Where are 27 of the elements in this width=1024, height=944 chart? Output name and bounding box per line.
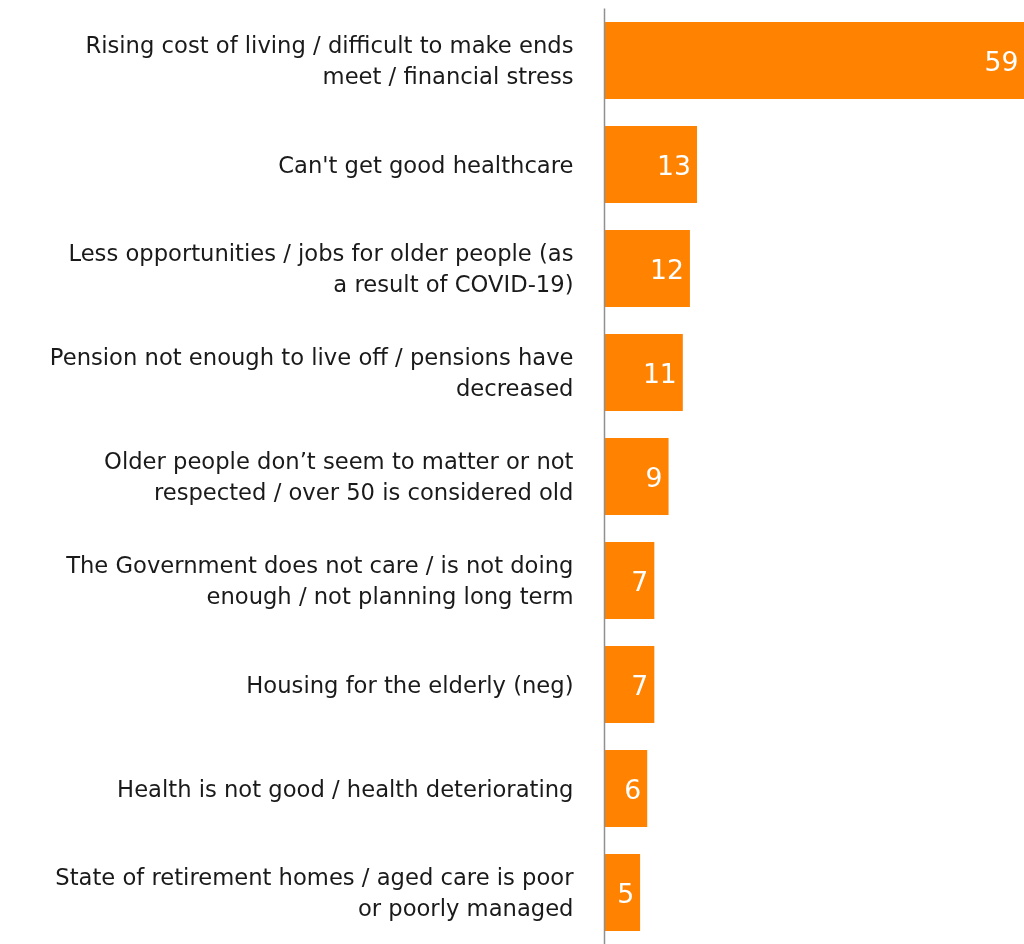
bar — [604, 646, 655, 723]
y-tick-label: Less opportunities / jobs for older people (as a result of COVID-19) — [68, 239, 574, 298]
data-label: 7 — [631, 565, 649, 597]
data-label: 9 — [645, 461, 663, 493]
bar — [604, 334, 683, 411]
bar — [604, 854, 641, 931]
bar — [604, 438, 669, 515]
data-label: 59 — [984, 45, 1019, 77]
bar — [604, 126, 698, 203]
data-label: 13 — [657, 149, 692, 181]
bar — [604, 542, 655, 619]
y-tick-label: Health is not good / health deteriorating — [117, 775, 574, 802]
data-label: 5 — [617, 877, 635, 909]
y-tick-label: Housing for the elderly (neg) — [246, 671, 574, 698]
y-tick-label: Pension not enough to live off / pensions have decreased — [49, 343, 574, 402]
data-label: 12 — [650, 253, 684, 285]
y-tick-label: State of retirement homes / aged care is poor or poorly managed — [55, 863, 575, 922]
data-label: 11 — [642, 357, 677, 389]
y-tick-label: Rising cost of living / difficult to make ends meet / financial stress — [85, 31, 574, 90]
data-label: 7 — [631, 669, 649, 701]
bar — [604, 22, 1024, 99]
data-label: 6 — [624, 773, 642, 805]
y-tick-label: The Government does not care / is not doing enough / not planning long term — [65, 551, 574, 610]
y-tick-label: Older people don’t seem to matter or not respected / over 50 is considered old — [104, 447, 574, 506]
bar — [604, 750, 648, 827]
bar — [604, 230, 690, 307]
y-tick-label: Can't get good healthcare — [278, 151, 574, 178]
